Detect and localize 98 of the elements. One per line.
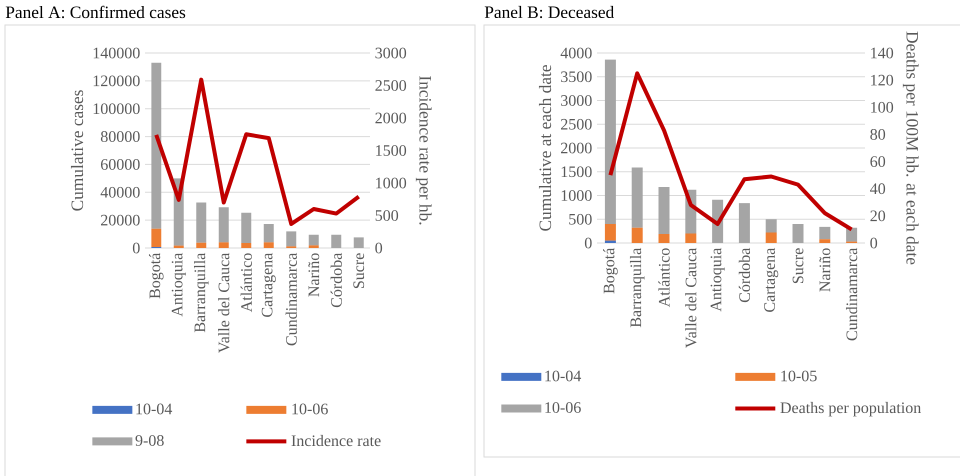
legend-label: 10-06	[545, 402, 581, 413]
y-tick-label: 20000	[101, 214, 140, 226]
bar	[685, 234, 696, 244]
x-tick-label: Cartagena	[764, 248, 778, 312]
legend-label: Deaths per population	[780, 402, 922, 416]
legend-label: 10-04	[545, 370, 582, 382]
bar	[846, 228, 858, 242]
legend-label: 10-05	[781, 370, 817, 382]
y-tick-label: 100000	[94, 103, 140, 114]
y2-tick-label: 2500	[375, 80, 406, 91]
y2-tick-label: 2000	[375, 112, 406, 124]
y-tick-label: 1000	[562, 190, 592, 201]
line-series	[608, 71, 854, 232]
y2-tick-label: 3000	[375, 48, 406, 58]
bar	[604, 240, 616, 244]
y-tick-label: 500	[569, 214, 592, 225]
y-tick-label: 2500	[561, 118, 592, 130]
x-tick-label: Cundinamarca	[846, 248, 858, 340]
bar	[604, 60, 616, 224]
y2-tick-label: 1500	[376, 145, 406, 156]
x-tick-label: Antioquia	[710, 248, 725, 312]
y-tick-label: 40000	[100, 186, 140, 198]
chart-title: Panel B: Deceased	[484, 6, 614, 18]
legend-label: 10-04	[136, 404, 172, 414]
x-tick-label: Atlántico	[240, 253, 252, 312]
x-tick-label: Nariño	[308, 253, 320, 297]
y2-tick-label: 140	[871, 48, 894, 58]
y-tick-label: 80000	[100, 131, 140, 142]
chart-title: Panel A: Confirmed cases	[6, 6, 186, 18]
bar	[632, 228, 643, 244]
x-tick-label: Córdoba	[738, 248, 750, 302]
x-tick-label: Bogotá	[603, 248, 618, 294]
x-tick-label: Nariño	[819, 248, 830, 292]
bar	[792, 224, 804, 244]
y-tick-label: 0	[584, 238, 592, 248]
x-tick-label: Valle del Cauca	[218, 252, 230, 353]
x-tick-label: Antioquia	[172, 252, 186, 317]
y2-axis-title: Deaths per 100M hb. at each date	[902, 32, 919, 264]
y2-tick-label: 1000	[376, 178, 406, 188]
x-tick-label: Sucre	[792, 248, 804, 284]
x-tick-label: Bogotá	[148, 252, 164, 298]
bar	[308, 245, 319, 248]
bar	[151, 228, 162, 248]
y-tick-label: 1500	[562, 166, 592, 178]
y2-tick-label: 20	[870, 210, 886, 222]
bar	[658, 234, 670, 244]
line-series	[154, 78, 361, 226]
y2-tick-label: 500	[376, 210, 398, 221]
legend-label: Incidence rate	[292, 434, 381, 446]
x-tick-label: Cundinamarca	[286, 252, 297, 346]
bar	[218, 242, 229, 248]
bar	[354, 237, 364, 248]
y2-tick-label: 40	[870, 183, 886, 194]
bar	[264, 242, 274, 248]
x-tick-label: Barranquilla	[194, 252, 209, 332]
y2-tick-label: 0	[375, 242, 382, 254]
bar	[308, 234, 319, 246]
y2-axis-title: Incidence rate per hb.	[416, 76, 432, 224]
bar	[264, 224, 274, 242]
x-tick-label: Córdoba	[330, 252, 342, 308]
y2-tick-label: 100	[871, 102, 894, 113]
bar	[218, 207, 229, 242]
bar	[766, 219, 777, 233]
y2-tick-label: 120	[871, 74, 894, 86]
x-tick-label: Barranquilla	[630, 248, 644, 328]
legend-label: 9-08	[136, 435, 164, 446]
y-tick-label: 60000	[100, 159, 140, 170]
bar	[151, 62, 162, 229]
bar	[766, 232, 777, 244]
bar	[604, 224, 616, 241]
bar	[738, 203, 750, 244]
y2-tick-label: 80	[870, 129, 886, 140]
y-tick-label: 0	[132, 242, 140, 254]
y-tick-label: 140000	[94, 48, 140, 58]
bar	[819, 226, 830, 240]
bar	[196, 242, 206, 248]
y-axis-title: Cumulative cases	[70, 90, 84, 211]
y-tick-label: 120000	[94, 75, 140, 86]
bar	[632, 167, 643, 228]
x-tick-label: Atlántico	[658, 248, 670, 308]
y-tick-label: 4000	[560, 48, 592, 58]
bar	[819, 239, 830, 244]
bar	[331, 234, 342, 248]
y2-tick-label: 60	[870, 156, 886, 167]
y-tick-label: 3000	[561, 95, 592, 106]
x-tick-label: Sucre	[353, 253, 364, 288]
y-tick-label: 3500	[561, 71, 592, 82]
bar	[241, 212, 252, 243]
y-axis-title: Cumulative at each date	[538, 65, 552, 231]
y-tick-label: 2000	[561, 142, 592, 154]
x-tick-label: Cartagena	[262, 252, 276, 317]
x-tick-label: Valle del Cauca	[685, 248, 696, 348]
y2-tick-label: 0	[870, 238, 878, 248]
bar	[196, 202, 206, 243]
legend-label: 10-06	[292, 404, 328, 414]
bar	[286, 231, 296, 246]
bar	[241, 242, 252, 248]
bar	[658, 186, 670, 234]
